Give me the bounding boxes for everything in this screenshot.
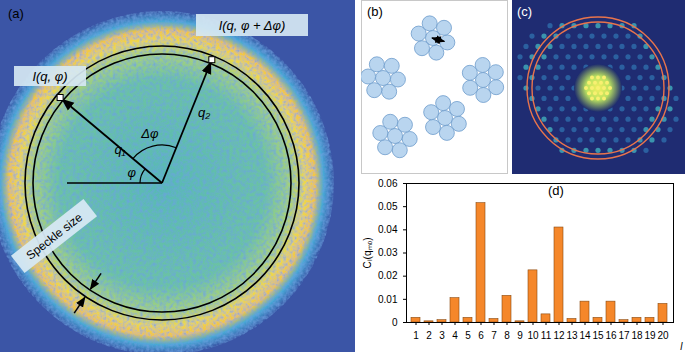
svg-text:19: 19 — [644, 330, 656, 341]
svg-text:20: 20 — [657, 330, 669, 341]
svg-text:8: 8 — [504, 330, 510, 341]
svg-text:6: 6 — [478, 330, 484, 341]
svg-text:3: 3 — [439, 330, 445, 341]
svg-text:0.05: 0.05 — [378, 201, 398, 212]
svg-text:10: 10 — [527, 330, 539, 341]
svg-text:11: 11 — [541, 330, 552, 341]
svg-text:7: 7 — [491, 330, 497, 341]
svg-text:12: 12 — [553, 330, 565, 341]
svg-text:Δφ: Δφ — [140, 126, 159, 141]
svg-text:15: 15 — [592, 330, 604, 341]
svg-text:Cₗ(qₘₒ): Cₗ(qₘₒ) — [362, 237, 373, 268]
svg-text:1: 1 — [413, 330, 419, 341]
svg-text:13: 13 — [566, 330, 578, 341]
svg-text:2: 2 — [426, 330, 432, 341]
svg-text:(b): (b) — [367, 4, 383, 19]
svg-text:φ: φ — [128, 165, 137, 180]
svg-text:(a): (a) — [8, 6, 24, 21]
html-text:(d): (d) — [548, 183, 564, 198]
svg-text:0.02: 0.02 — [378, 270, 398, 281]
svg-text:17: 17 — [618, 330, 630, 341]
svg-text:14: 14 — [579, 330, 591, 341]
svg-text:0.06: 0.06 — [378, 178, 398, 189]
svg-text:I(q, φ): I(q, φ) — [32, 69, 67, 84]
svg-text:l: l — [680, 341, 683, 352]
svg-text:16: 16 — [605, 330, 617, 341]
svg-text:0.04: 0.04 — [378, 224, 398, 235]
svg-text:4: 4 — [452, 330, 458, 341]
svg-text:Speckle size: Speckle size — [23, 210, 85, 263]
svg-text:18: 18 — [631, 330, 643, 341]
svg-text:q₂: q₂ — [198, 105, 210, 120]
svg-text:5: 5 — [465, 330, 471, 341]
svg-text:q₁: q₁ — [114, 142, 125, 157]
svg-text:9: 9 — [517, 330, 523, 341]
svg-text:0.01: 0.01 — [378, 294, 398, 305]
svg-text:(c): (c) — [517, 4, 532, 19]
svg-text:I(q, φ + Δφ): I(q, φ + Δφ) — [219, 18, 286, 33]
svg-text:0: 0 — [392, 317, 398, 328]
svg-text:0.03: 0.03 — [378, 247, 398, 258]
